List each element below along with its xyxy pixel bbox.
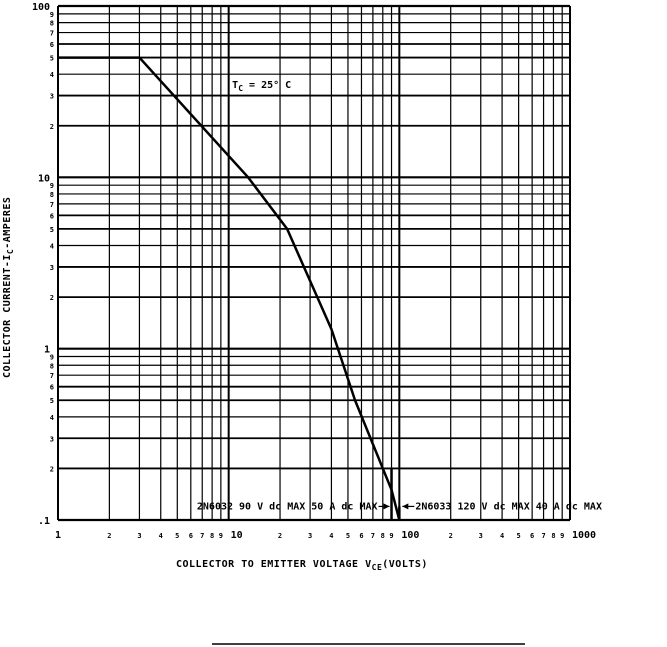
- y-tick-label: 2: [50, 123, 54, 131]
- y-tick-label: 5: [50, 226, 54, 234]
- y-tick-label: 8: [50, 191, 54, 199]
- x-tick-label: 3: [137, 532, 141, 540]
- y-tick-label: .1: [38, 516, 50, 527]
- x-tick-label: 5: [346, 532, 350, 540]
- y-tick-label: 7: [50, 30, 54, 38]
- x-tick-label: 4: [159, 532, 163, 540]
- x-axis-title: COLLECTOR TO EMITTER VOLTAGE VCE(VOLTS): [176, 559, 428, 572]
- y-tick-label: 4: [50, 243, 54, 251]
- x-tick-label: 7: [371, 532, 375, 540]
- x-tick-label: 5: [175, 532, 179, 540]
- y-tick-label: 3: [50, 264, 54, 272]
- soa-boundary-line: [58, 56, 401, 521]
- y-axis-title: COLLECTOR CURRENT-IC-AMPERES: [2, 197, 15, 378]
- right-note-arrowhead: [402, 503, 409, 510]
- x-tick-label: 6: [189, 532, 193, 540]
- x-tick-label: 3: [308, 532, 312, 540]
- x-tick-label: 8: [551, 532, 555, 540]
- x-tick-label: 7: [541, 532, 545, 540]
- x-tick-label: 2: [278, 532, 282, 540]
- x-tick-label: 10: [231, 530, 243, 541]
- left-note-arrowhead: [383, 503, 390, 510]
- x-tick-label: 3: [479, 532, 483, 540]
- x-tick-label: 1000: [572, 530, 596, 541]
- x-tick-label: 5: [517, 532, 521, 540]
- y-tick-label: 4: [50, 414, 54, 422]
- y-tick-label: 9: [50, 182, 54, 190]
- y-tick-label: 8: [50, 20, 54, 28]
- x-tick-label: 4: [500, 532, 504, 540]
- y-tick-label: 100: [32, 2, 50, 13]
- y-tick-label: 3: [50, 435, 54, 443]
- x-tick-label: 2: [449, 532, 453, 540]
- y-tick-label: 3: [50, 93, 54, 101]
- x-tick-label: 8: [210, 532, 214, 540]
- x-tick-label: 100: [401, 530, 419, 541]
- x-tick-label: 1: [55, 530, 61, 541]
- x-tick-label: 6: [359, 532, 363, 540]
- y-tick-label: 6: [50, 212, 54, 220]
- y-tick-label: 6: [50, 41, 54, 49]
- y-tick-label: 9: [50, 354, 54, 362]
- y-tick-label: 9: [50, 11, 54, 19]
- x-tick-labels: 1 2 3 4 5 6 7 8 9 10 2 3 4 5 6 7 8 9 100 2 3 4 5 6 7 8 9 1000: [55, 530, 596, 541]
- x-tick-label: 9: [219, 532, 223, 540]
- x-tick-label: 8: [381, 532, 385, 540]
- y-tick-label: 7: [50, 372, 54, 380]
- annotations: TC = 25° C 2N6032 90 V dc MAX 50 A dc MA…: [197, 80, 602, 512]
- y-tick-label: 1: [44, 345, 50, 356]
- x-tick-label: 6: [530, 532, 534, 540]
- y-tick-label: 6: [50, 384, 54, 392]
- x-tick-label: 9: [560, 532, 564, 540]
- y-tick-label: 2: [50, 465, 54, 473]
- temperature-annotation: TC = 25° C: [232, 80, 291, 93]
- right-device-note: 2N6033 120 V dc MAX 40 A dc MAX: [415, 501, 602, 512]
- y-tick-label: 5: [50, 397, 54, 405]
- y-tick-label: 5: [50, 55, 54, 63]
- chart-grid: [57, 4, 571, 522]
- left-device-note: 2N6032 90 V dc MAX 50 A dc MAX: [197, 501, 378, 512]
- x-tick-label: 9: [389, 532, 393, 540]
- x-tick-label: 4: [329, 532, 333, 540]
- x-tick-label: 7: [200, 532, 204, 540]
- x-tick-label: 2: [107, 532, 111, 540]
- data-series: [58, 56, 401, 521]
- y-tick-label: 7: [50, 201, 54, 209]
- y-tick-label: 10: [38, 173, 50, 184]
- y-tick-label: 4: [50, 71, 54, 79]
- y-tick-label: 2: [50, 294, 54, 302]
- y-tick-label: 8: [50, 362, 54, 370]
